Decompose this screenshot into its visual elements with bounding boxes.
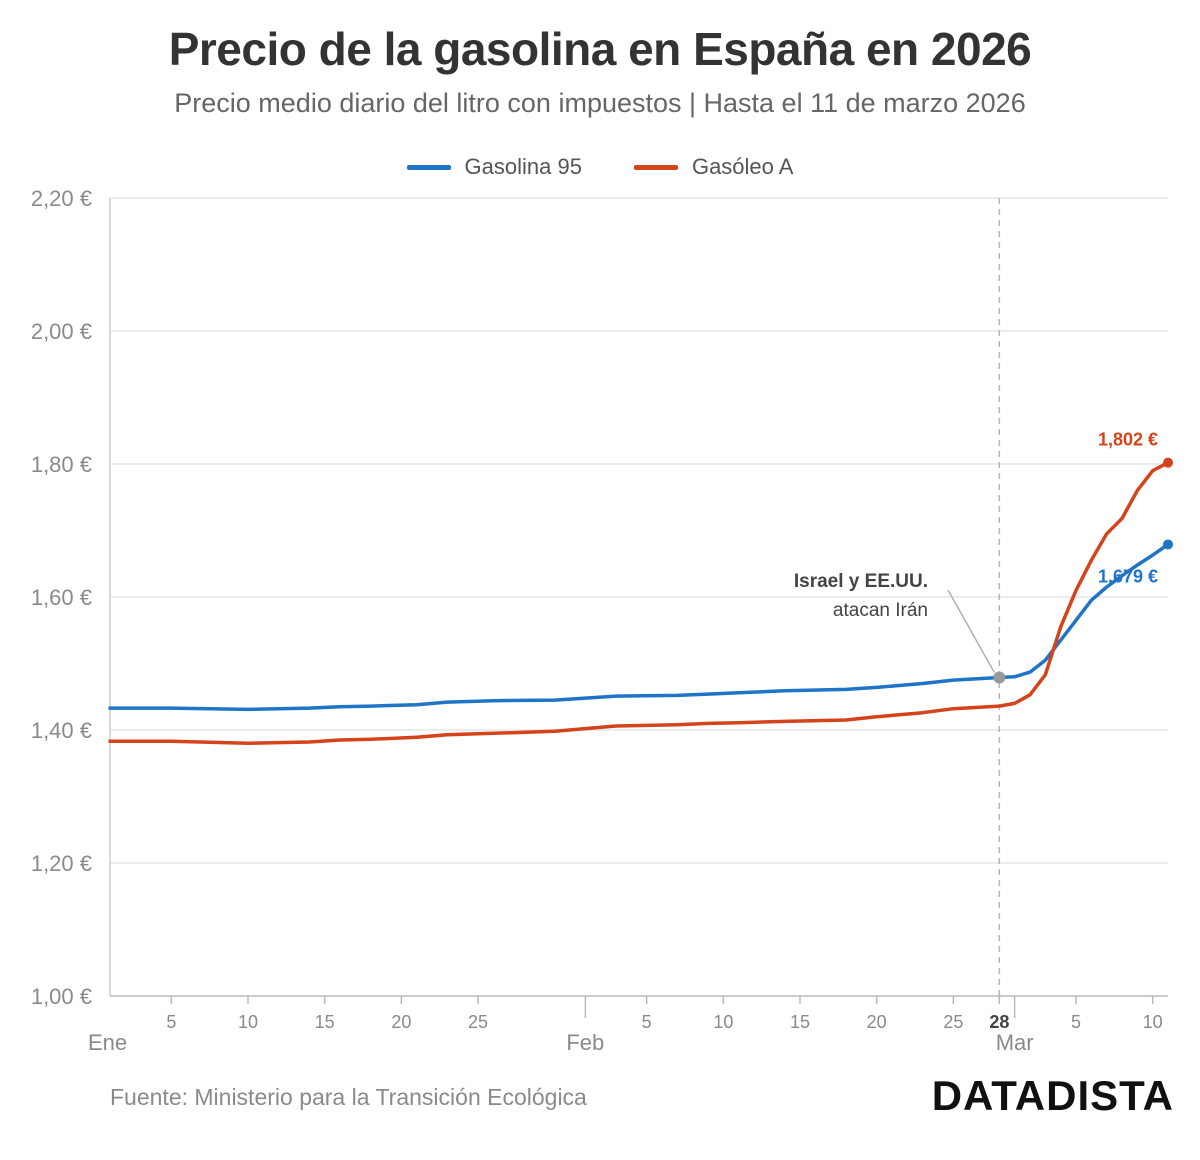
y-tick-label: 2,00 € bbox=[31, 319, 92, 344]
y-tick-label: 1,40 € bbox=[31, 718, 92, 743]
brand-logo: DATADISTA bbox=[931, 1072, 1174, 1119]
y-tick-label: 1,20 € bbox=[31, 851, 92, 876]
annotation-text: atacan Irán bbox=[833, 600, 928, 621]
x-tick-label: 15 bbox=[790, 1012, 810, 1032]
x-month-label: Mar bbox=[996, 1030, 1034, 1055]
x-tick-label: 25 bbox=[943, 1012, 963, 1032]
x-month-label: Feb bbox=[566, 1030, 604, 1055]
end-label-gasoleo: 1,802 € bbox=[1098, 430, 1158, 450]
annotation-title: Israel y EE.UU. bbox=[794, 571, 928, 592]
legend-swatch-gasoleo bbox=[633, 164, 678, 170]
legend-label-gasolina: Gasolina 95 bbox=[464, 154, 582, 179]
x-tick-label: 10 bbox=[713, 1012, 733, 1032]
legend: Gasolina 95 Gasóleo A bbox=[0, 154, 1200, 180]
legend-swatch-gasolina bbox=[406, 164, 451, 170]
y-tick-label: 1,60 € bbox=[31, 585, 92, 610]
y-tick-label: 1,00 € bbox=[31, 984, 92, 1009]
series-line-gasolina bbox=[108, 542, 1170, 712]
x-tick-label: 10 bbox=[238, 1012, 258, 1032]
y-tick-label: 2,20 € bbox=[31, 186, 92, 211]
annotation-dot bbox=[993, 671, 1006, 684]
x-tick-label: 20 bbox=[391, 1012, 411, 1032]
chart-title: Precio de la gasolina en España en 2026 bbox=[168, 23, 1032, 75]
series-line-gasoleo bbox=[108, 460, 1170, 746]
end-label-gasolina: 1,679 € bbox=[1098, 566, 1158, 586]
end-point-gasoleo bbox=[1163, 457, 1173, 468]
legend-item-gasolina: Gasolina 95 bbox=[406, 154, 582, 180]
x-tick-label: 5 bbox=[642, 1012, 652, 1032]
source-note: Fuente: Ministerio para la Transición Ec… bbox=[110, 1084, 587, 1110]
x-tick-label: 10 bbox=[1143, 1012, 1163, 1032]
legend-label-gasoleo: Gasóleo A bbox=[691, 154, 794, 179]
x-tick-label: 5 bbox=[1071, 1012, 1081, 1032]
y-tick-label: 1,80 € bbox=[31, 452, 92, 477]
legend-item-gasoleo: Gasóleo A bbox=[633, 154, 794, 180]
x-tick-label: 15 bbox=[315, 1012, 335, 1032]
annotation-connector bbox=[947, 589, 995, 673]
end-point-gasolina bbox=[1163, 539, 1173, 550]
x-tick-label: 28 bbox=[989, 1012, 1009, 1032]
chart-subtitle: Precio medio diario del litro con impues… bbox=[174, 88, 1026, 118]
x-tick-label: 25 bbox=[468, 1012, 488, 1032]
x-tick-label: 20 bbox=[867, 1012, 887, 1032]
x-tick-label: 5 bbox=[166, 1012, 176, 1032]
x-month-label: Ene bbox=[88, 1030, 127, 1055]
